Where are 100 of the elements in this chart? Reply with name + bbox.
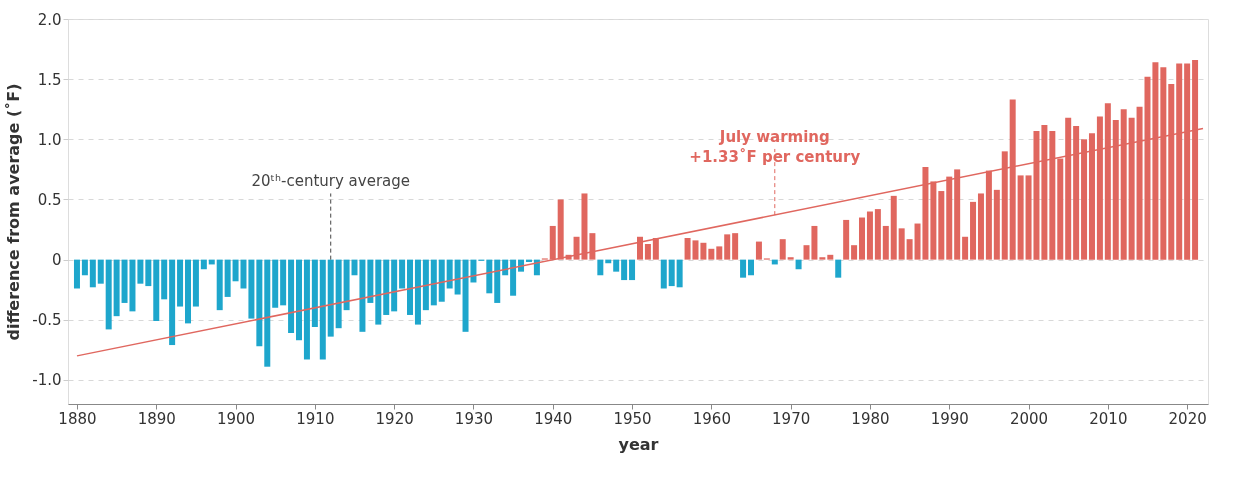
bar [343,259,350,311]
bar [414,259,421,325]
bar [192,259,199,307]
bar [335,259,342,329]
bar [113,259,120,317]
bar [264,259,271,367]
bar [724,234,731,260]
bar [319,259,326,360]
bar [644,243,651,260]
bar [446,259,453,289]
bar [613,259,620,272]
bar [930,181,937,260]
bar [375,259,382,325]
bar [145,259,152,287]
bar [510,259,517,296]
bar [89,259,96,288]
bar [755,241,762,260]
bar [660,259,667,289]
bar [430,259,437,306]
bar [676,259,683,288]
x-tick-label: 1890 [137,409,176,428]
bar [985,170,992,260]
y-axis-title: difference from average (˚F) [4,83,24,341]
bar [938,191,945,260]
bar [272,259,279,308]
bar [280,259,287,306]
y-tick-label: -0.5 [32,311,62,330]
bar [256,259,263,347]
bar [1088,133,1095,260]
bar [962,236,969,260]
bar [970,201,977,260]
bar [1017,175,1024,260]
bar [819,257,826,260]
bar [1081,139,1088,260]
bar [906,239,913,260]
bar [652,237,659,260]
bar [827,254,834,260]
bar [946,176,953,260]
x-tick-label: 1920 [375,409,414,428]
bar [795,259,802,270]
annotation: July warming +1.33˚F per century [689,127,861,166]
bar [636,236,643,260]
bar [954,169,961,260]
bar [629,259,636,281]
bar [422,259,429,311]
bar [668,259,675,287]
bar [1057,158,1064,260]
bar [454,259,461,295]
bar [898,228,905,260]
bar [732,233,739,260]
x-tick-label: 1880 [58,409,97,428]
bar [993,189,1000,260]
y-tick-label: 1.0 [37,130,62,149]
x-tick-label: 1940 [534,409,573,428]
x-tick-label: 2000 [1009,409,1049,428]
bar [740,259,747,278]
bar [843,219,850,260]
bar [224,259,231,297]
bar [303,259,310,360]
bar [391,259,398,312]
bar [438,259,445,302]
y-tick-label: -1.0 [32,371,62,390]
y-tick-label: 0 [51,251,62,270]
x-tick-label: 1910 [296,409,335,428]
annotation: 20ᵗʰ-century average [251,172,411,191]
bar [866,211,873,260]
bar [153,259,160,321]
x-tick-label: 1960 [692,409,731,428]
bar [296,259,302,341]
x-tick-label: 1990 [930,409,969,428]
x-axis-title: year [618,434,659,454]
bar [716,246,723,260]
bar [73,259,80,289]
bar [1049,130,1056,260]
bar [621,259,628,281]
bar [383,259,390,315]
bar [169,259,176,346]
bar [216,259,223,311]
bar [407,259,414,315]
bar [700,242,707,260]
bar [311,259,318,327]
bar [399,259,406,289]
bar [486,259,493,294]
bar [367,259,374,303]
bar [859,217,866,260]
x-tick-label: 1970 [772,409,811,428]
bar [835,259,842,278]
bar [787,257,794,260]
bar [184,259,191,324]
bar [105,259,112,330]
bar [494,259,501,303]
bar [708,248,715,260]
x-tick-label: 1930 [454,409,494,428]
bar [549,225,556,260]
bar [248,259,255,319]
bar [890,195,897,260]
bar [200,259,207,270]
y-tick-label: 1.5 [37,70,62,89]
bar [557,199,564,260]
bar [589,233,596,260]
